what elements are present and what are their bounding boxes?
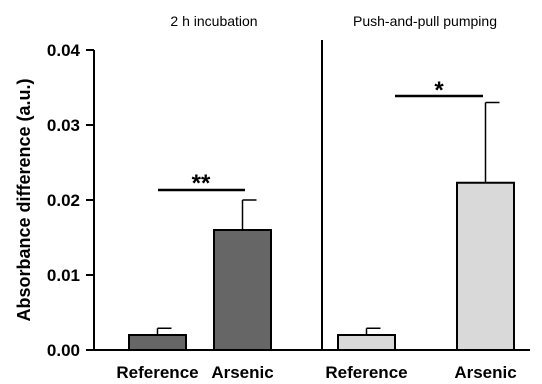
y-axis-label: Absorbance difference (a.u.) bbox=[14, 78, 34, 321]
y-tick-label: 0.04 bbox=[47, 41, 81, 60]
bar-arsenic bbox=[456, 181, 515, 351]
y-tick-label: 0.03 bbox=[47, 116, 80, 135]
y-tick-label: 0.02 bbox=[47, 191, 80, 210]
bar-arsenic bbox=[213, 229, 272, 351]
significance-marker: * bbox=[434, 77, 444, 104]
panel-1: 2 h incubation Reference Arsenic ** bbox=[116, 13, 273, 382]
x-category-label: Reference bbox=[116, 363, 198, 382]
bar-reference bbox=[337, 334, 396, 351]
y-tick-label: 0.01 bbox=[47, 266, 80, 285]
y-tick-label: 0.00 bbox=[47, 341, 80, 360]
panel-title: 2 h incubation bbox=[170, 13, 257, 29]
bar-reference bbox=[128, 334, 187, 351]
significance-marker: ** bbox=[192, 170, 211, 197]
panel-2: Push-and-pull pumping Reference Arsenic * bbox=[325, 13, 516, 382]
x-category-label: Reference bbox=[325, 363, 407, 382]
x-category-label: Arsenic bbox=[211, 363, 273, 382]
panel-title: Push-and-pull pumping bbox=[353, 13, 497, 29]
x-category-label: Arsenic bbox=[454, 363, 516, 382]
